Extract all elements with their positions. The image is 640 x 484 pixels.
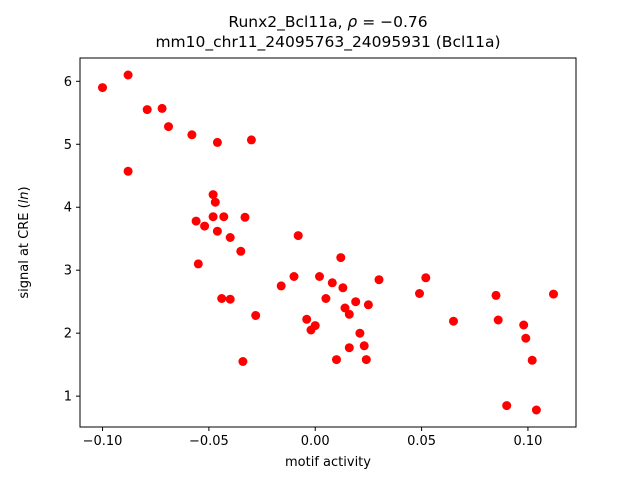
chart-title-prefix: Runx2_Bcl11a, [228,13,347,32]
y-axis-label-italic: ln [17,191,32,203]
data-point [240,212,250,222]
data-point [340,303,350,313]
chart-title-rho: ρ [347,13,357,31]
data-point [502,401,512,411]
data-point [421,273,431,283]
data-point [519,320,529,330]
data-point [208,212,218,222]
chart-subtitle: mm10_chr11_24095763_24095931 (Bcl11a) [155,33,500,52]
data-point [193,259,203,269]
data-point [164,122,173,132]
data-point [289,272,299,281]
data-point [374,275,384,285]
data-point [123,70,133,80]
data-point [157,103,167,113]
data-point [344,343,354,353]
data-point [361,355,371,365]
data-point [355,328,365,338]
data-point [491,290,501,300]
data-point [200,221,210,231]
x-tick-label: 0.05 [407,434,436,449]
data-point [219,212,229,222]
axis-ticks: −0.10 −0.05 0.00 0.05 0.10 1 2 3 4 5 6 [64,75,543,449]
data-point [521,333,531,343]
x-tick-label: −0.10 [83,434,123,449]
y-axis-label-prefix: signal at CRE ( [17,203,32,298]
data-point [123,166,133,176]
data-point [98,83,107,93]
data-point [210,197,220,207]
data-point [332,355,341,365]
data-point [449,316,458,326]
x-tick-label: −0.05 [189,434,229,449]
data-point [351,297,361,307]
data-point [246,135,256,145]
data-point [363,300,373,310]
x-tick-label: 0.00 [301,434,330,449]
data-point [293,231,303,241]
y-tick-label: 5 [64,138,72,153]
chart-title: Runx2_Bcl11a, ρ = −0.76 [228,13,427,32]
data-point [321,294,331,303]
y-axis-label: signal at CRE (ln) [17,186,32,298]
data-point [327,278,337,288]
data-point [359,341,369,351]
data-point [225,294,235,304]
data-point [315,272,324,281]
y-tick-label: 1 [64,390,72,405]
data-point [212,137,222,147]
data-points [98,70,558,415]
data-point [344,309,354,319]
data-point [493,315,503,325]
data-point [238,357,248,366]
y-tick-label: 2 [64,327,72,342]
axes-frame [79,57,577,428]
data-point [310,321,320,331]
data-point [549,289,558,299]
data-point [208,190,218,200]
data-point [338,283,348,293]
data-point [336,253,346,263]
data-point [276,281,286,291]
data-point [531,405,541,415]
y-tick-label: 6 [64,75,72,90]
x-tick-label: 0.10 [513,434,542,449]
data-point [415,289,424,298]
data-point [251,311,261,320]
data-point [191,216,201,226]
y-tick-label: 4 [64,201,72,216]
data-point [236,246,246,256]
data-point [527,355,537,365]
y-tick-label: 3 [64,264,72,279]
x-axis-label: motif activity [285,455,371,470]
data-point [217,294,227,303]
data-point [212,226,222,236]
data-point [225,233,235,242]
data-point [187,130,197,140]
y-axis-label-suffix: ) [17,186,32,191]
chart-title-rest: = −0.76 [357,13,427,31]
data-point [142,105,152,115]
data-point [302,314,312,324]
